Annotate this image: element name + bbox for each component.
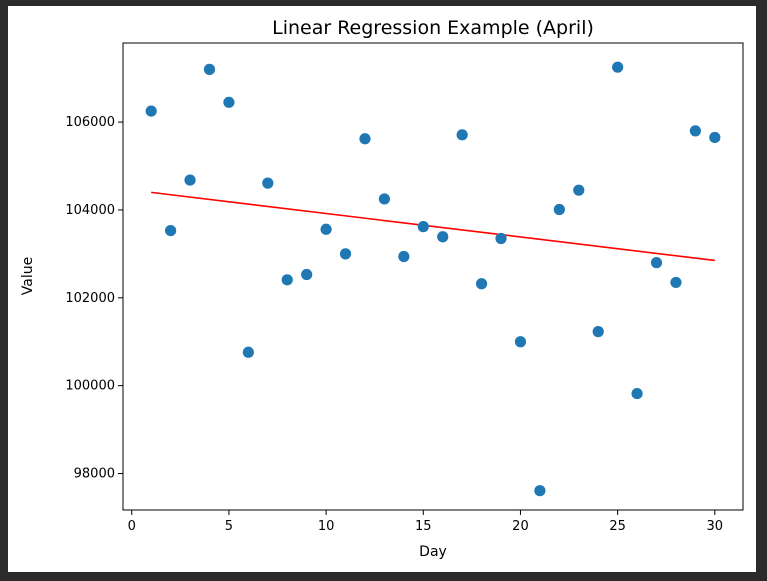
data-point	[378, 193, 391, 205]
data-point	[301, 268, 313, 281]
data-point	[281, 274, 293, 286]
y-tick-label: 104000	[65, 203, 115, 218]
chart-title: Linear Regression Example (April)	[272, 17, 594, 39]
data-point	[398, 250, 410, 263]
x-ticks: 0 5 10 15 20 25 30	[128, 510, 723, 534]
y-tick-label: 98000	[74, 467, 115, 482]
data-point	[145, 105, 157, 117]
x-tick-label: 0	[128, 519, 136, 534]
data-point	[709, 131, 721, 144]
data-point	[495, 232, 507, 245]
data-point	[223, 96, 235, 108]
y-ticks: 98000 100000 102000 104000 106000	[65, 115, 123, 482]
y-tick-label: 106000	[65, 115, 115, 130]
data-point	[242, 346, 254, 358]
data-point	[339, 248, 352, 260]
y-axis-label: Value	[20, 257, 36, 295]
data-point	[553, 203, 565, 216]
data-point	[203, 63, 216, 75]
data-point	[650, 257, 663, 269]
x-tick-label: 5	[225, 519, 233, 534]
data-point	[320, 223, 332, 235]
data-point	[534, 485, 546, 497]
y-tick-label: 100000	[65, 379, 115, 394]
scatter-chart: Linear Regression Example (April) Day Va…	[20, 17, 744, 560]
data-point	[359, 133, 371, 145]
y-tick-label: 102000	[65, 291, 115, 306]
regression-layer	[151, 191, 715, 262]
data-point	[437, 231, 449, 243]
x-tick-label: 10	[318, 519, 335, 534]
data-point	[592, 326, 604, 338]
x-tick-label: 25	[609, 519, 626, 534]
data-point	[262, 177, 274, 189]
points-layer	[145, 61, 721, 497]
data-point	[456, 129, 468, 141]
data-point	[612, 61, 624, 73]
regression-line	[151, 191, 715, 262]
data-point	[573, 184, 585, 196]
plot-area	[122, 42, 744, 511]
data-point	[631, 387, 643, 400]
x-tick-label: 30	[707, 519, 724, 534]
x-axis-label: Day	[419, 544, 447, 560]
data-point	[670, 276, 682, 289]
x-tick-label: 20	[512, 519, 529, 534]
data-point	[417, 221, 429, 233]
data-point	[475, 278, 488, 290]
x-tick-label: 15	[415, 519, 432, 534]
data-point	[184, 174, 196, 186]
data-point	[165, 224, 177, 237]
data-point	[689, 125, 701, 137]
figure-frame: Linear Regression Example (April) Day Va…	[8, 6, 756, 572]
data-point	[514, 336, 527, 348]
